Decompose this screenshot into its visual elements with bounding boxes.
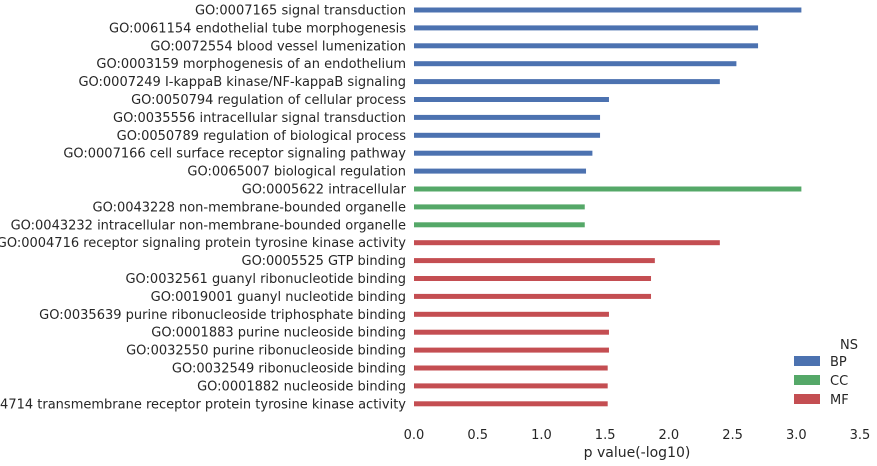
bar xyxy=(414,222,585,228)
y-tick-label: GO:0065007 biological regulation xyxy=(187,165,406,180)
y-tick-label: GO:0004714 transmembrane receptor protei… xyxy=(0,397,406,412)
y-tick-label: GO:0001882 nucleoside binding xyxy=(197,379,406,394)
bar xyxy=(414,114,601,120)
legend-swatch-mf xyxy=(794,394,820,404)
bar xyxy=(414,79,720,85)
bar xyxy=(414,365,608,371)
bar xyxy=(414,329,609,335)
y-tick-label: GO:0032561 guanyl ribonucleotide binding xyxy=(125,272,406,287)
y-tick-label: GO:0019001 guanyl nucleotide binding xyxy=(151,290,406,305)
y-tick-label: GO:0043228 non-membrane-bounded organell… xyxy=(93,200,407,215)
x-tick-label: 1.0 xyxy=(531,428,552,443)
bar xyxy=(414,25,759,31)
bars-group xyxy=(414,7,802,407)
y-tick-label: GO:0072554 blood vessel lumenization xyxy=(150,39,406,54)
bar xyxy=(414,258,655,264)
legend-label-bp: BP xyxy=(830,355,847,370)
bar xyxy=(414,168,587,174)
legend-swatch-bp xyxy=(794,356,820,366)
y-tick-label: GO:0001883 purine nucleoside binding xyxy=(151,326,406,341)
bar xyxy=(414,150,593,156)
x-tick-label: 3.5 xyxy=(850,428,871,443)
x-tick-label: 2.5 xyxy=(722,428,743,443)
y-tick-label: GO:0005622 intracellular xyxy=(242,183,407,198)
x-tick-label: 1.5 xyxy=(595,428,616,443)
legend: NS BP CC MF xyxy=(794,338,858,408)
bar xyxy=(414,347,609,353)
bar xyxy=(414,276,652,281)
x-tick-label: 3.0 xyxy=(786,428,807,443)
y-tick-label: GO:0061154 endothelial tube morphogenesi… xyxy=(109,21,406,36)
y-tick-label: GO:0035639 purine ribonucleoside triphos… xyxy=(39,308,406,323)
legend-swatch-cc xyxy=(794,375,820,385)
bar xyxy=(414,383,608,389)
y-tick-label: GO:0007166 cell surface receptor signali… xyxy=(63,147,406,162)
y-tick-label: GO:0035556 intracellular signal transduc… xyxy=(113,111,406,126)
bar xyxy=(414,293,652,299)
bar xyxy=(414,43,759,49)
y-tick-label: GO:0032549 ribonucleoside binding xyxy=(172,362,406,377)
x-tick-label: 0.0 xyxy=(404,428,425,443)
bar xyxy=(414,7,802,13)
y-tick-label: GO:0005525 GTP binding xyxy=(242,254,406,269)
legend-title: NS xyxy=(840,338,858,353)
y-tick-label: GO:0007165 signal transduction xyxy=(195,4,406,19)
bar xyxy=(414,240,720,246)
bar xyxy=(414,204,585,210)
x-tick-label: 0.5 xyxy=(467,428,488,443)
y-tick-label: GO:0032550 purine ribonucleoside binding xyxy=(126,344,406,359)
legend-label-cc: CC xyxy=(830,374,848,389)
bar xyxy=(414,401,608,407)
bar xyxy=(414,97,609,102)
bar xyxy=(414,132,601,138)
bar xyxy=(414,186,802,192)
x-tick-label: 2.0 xyxy=(659,428,680,443)
y-tick-labels: GO:0007165 signal transduction GO:0061154… xyxy=(0,4,407,413)
bar xyxy=(414,61,737,67)
y-tick-label: GO:0050794 regulation of cellular proces… xyxy=(131,93,406,108)
bar xyxy=(414,311,609,317)
x-tick-labels: 0.0 0.5 1.0 1.5 2.0 2.5 3.0 3.5 xyxy=(404,428,871,443)
y-tick-label: GO:0050789 regulation of biological proc… xyxy=(117,129,407,144)
y-tick-label: GO:0007249 I-kappaB kinase/NF-kappaB sig… xyxy=(78,75,406,90)
y-tick-label: GO:0003159 morphogenesis of an endotheli… xyxy=(96,57,406,72)
y-tick-label: GO:0004716 receptor signaling protein ty… xyxy=(0,236,406,251)
y-tick-label: GO:0043232 intracellular non-membrane-bo… xyxy=(11,218,406,233)
x-axis-label: p value(-log10) xyxy=(584,445,691,461)
legend-label-mf: MF xyxy=(830,393,849,408)
legend-entries: BP CC MF xyxy=(794,355,849,408)
